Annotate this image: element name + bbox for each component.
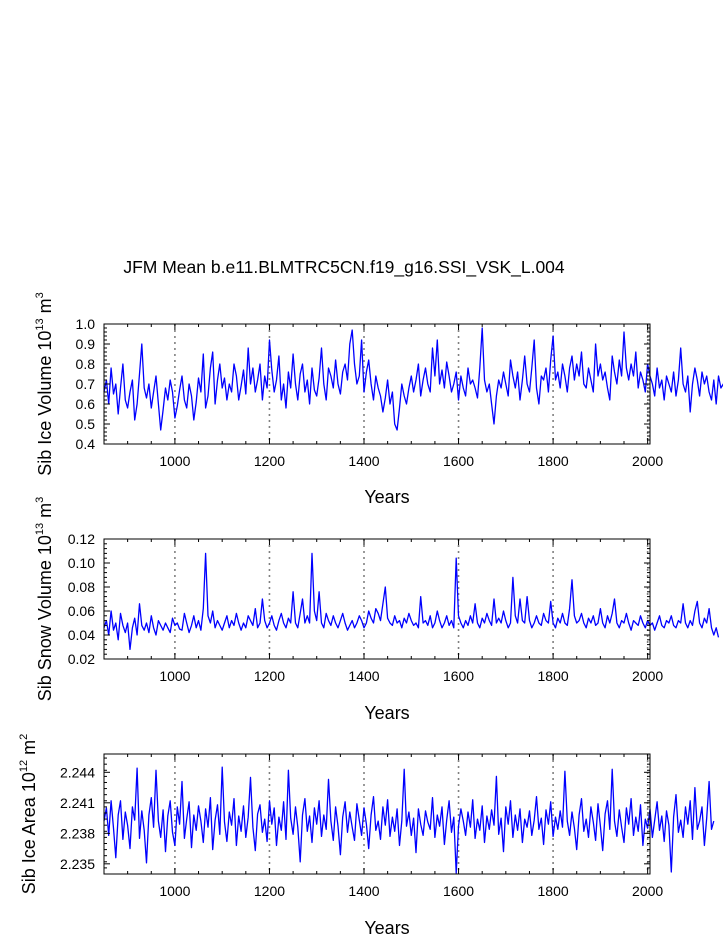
y-tick-label: 0.6: [76, 396, 96, 412]
x-tick-label: 2000: [632, 453, 663, 469]
y-tick-label: 0.7: [76, 376, 96, 392]
series-line: [103, 766, 715, 874]
y-axis-label-superscript: 13: [34, 318, 46, 330]
x-tick-label: 1400: [348, 453, 379, 469]
x-tick-label: 1400: [348, 883, 379, 899]
y-tick-label: 0.10: [68, 555, 95, 571]
x-axis-label: Years: [364, 918, 409, 935]
y-axis-label-part: Sib Snow Volume 10: [35, 535, 55, 701]
y-axis-label-part: Sib Ice Area 10: [19, 772, 39, 894]
x-tick-label: 1000: [159, 453, 190, 469]
y-axis-label-part: Sib Ice Volume 10: [35, 331, 55, 476]
plot-frame: [103, 538, 651, 660]
x-tick-label: 2000: [632, 883, 663, 899]
y-axis-label: Sib Ice Volume 1013 m3: [34, 292, 55, 475]
y-axis-label: Sib Ice Area 1012 m2: [18, 734, 39, 894]
y-tick-label: 0.02: [68, 651, 95, 667]
y-axis-label-part: m: [35, 298, 55, 318]
x-tick-label: 1000: [159, 668, 190, 684]
x-tick-label: 1400: [348, 668, 379, 684]
y-tick-label: 1.0: [76, 316, 96, 332]
y-tick-label: 0.12: [68, 531, 95, 547]
y-tick-label: 2.244: [60, 764, 95, 780]
x-tick-label: 1200: [254, 883, 285, 899]
y-axis-label-part: m: [35, 503, 55, 523]
x-tick-label: 1800: [538, 668, 569, 684]
y-tick-label: 0.8: [76, 356, 96, 372]
x-axis-label: Years: [364, 487, 409, 507]
y-tick-label: 2.241: [60, 795, 95, 811]
x-tick-label: 2000: [632, 668, 663, 684]
x-tick-label: 1600: [443, 668, 474, 684]
y-tick-label: 0.04: [68, 627, 95, 643]
series-line: [103, 552, 720, 651]
y-tick-label: 0.4: [76, 436, 96, 452]
panel-ice_area: 1000 1200 1400 1600 1800 2000 2.235 2.238 2.241 2…: [18, 734, 715, 935]
y-tick-label: 2.238: [60, 825, 95, 841]
x-tick-label: 1200: [254, 453, 285, 469]
y-tick-label: 0.9: [76, 336, 96, 352]
y-axis-label-superscript: 12: [18, 760, 30, 772]
y-tick-label: 0.08: [68, 579, 95, 595]
y-tick-label: 0.06: [68, 603, 95, 619]
x-tick-label: 1800: [538, 883, 569, 899]
panel-ice_volume: 1000 1200 1400 1600 1800 2000 0.4 0.5 0.6 0.7 0.8 0…: [34, 292, 723, 507]
y-axis-label: Sib Snow Volume 1013 m3: [34, 497, 55, 701]
y-axis-label-superscript: 13: [34, 523, 46, 535]
series-line: [103, 327, 723, 431]
y-axis-label-part: m: [19, 740, 39, 760]
y-axis-label-superscript: 2: [18, 734, 30, 740]
y-tick-label: 0.5: [76, 416, 96, 432]
x-tick-label: 1600: [443, 883, 474, 899]
panel-snow_volume: 1000 1200 1400 1600 1800 2000 0.02 0.04 0.06 0.08…: [34, 497, 720, 723]
x-tick-label: 1600: [443, 453, 474, 469]
x-tick-label: 1200: [254, 668, 285, 684]
chart-title: JFM Mean b.e11.BLMTRC5CN.f19_g16.SSI_VSK…: [123, 257, 565, 278]
plot-frame: [103, 753, 651, 875]
y-axis-label-superscript: 3: [34, 497, 46, 503]
x-tick-label: 1000: [159, 883, 190, 899]
y-tick-label: 2.235: [60, 856, 95, 872]
x-tick-label: 1800: [538, 453, 569, 469]
y-axis-label-superscript: 3: [34, 292, 46, 298]
x-axis-label: Years: [364, 703, 409, 723]
